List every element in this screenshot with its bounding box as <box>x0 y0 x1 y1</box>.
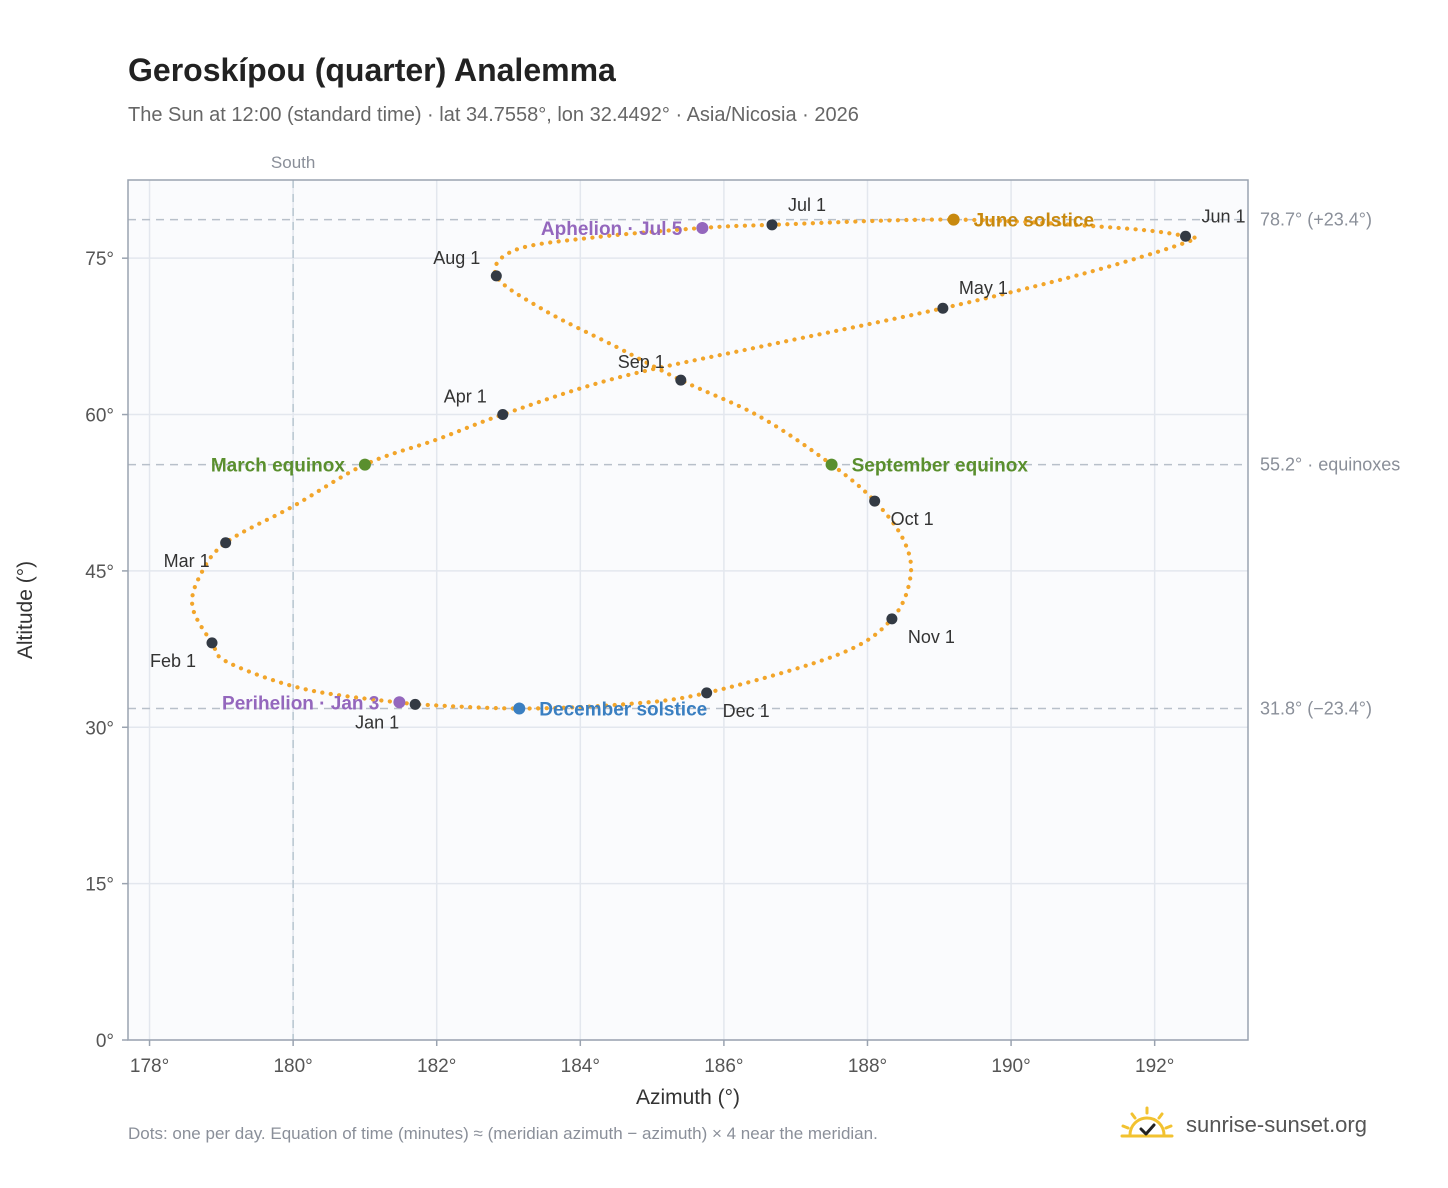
meridian-label: South <box>271 153 315 172</box>
plot-background <box>128 180 1248 1040</box>
event-markers: June solstice December solstice March equi… <box>211 211 1094 721</box>
month-markers: Jan 1 Feb 1 Mar 1 Apr 1 May 1 Jun 1 Jul 1 Aug 1… <box>150 195 1246 733</box>
chart-title: Geroskípou (quarter) Analemma <box>128 52 616 88</box>
y-tick-label: 30° <box>85 718 114 739</box>
month-label: Jul 1 <box>788 195 826 215</box>
event-marker[interactable] <box>393 696 406 709</box>
month-label: Sep 1 <box>618 352 665 372</box>
reference-line-label: 55.2° · equinoxes <box>1260 455 1400 475</box>
month-label: Dec 1 <box>723 701 770 721</box>
x-tick-label: 178° <box>130 1056 169 1077</box>
y-tick-label: 60° <box>85 406 114 427</box>
event-label: September equinox <box>852 456 1029 477</box>
reference-line-label: 78.7° (+23.4°) <box>1260 210 1372 230</box>
month-label: Nov 1 <box>908 627 955 647</box>
y-tick-label: 15° <box>85 875 114 896</box>
month-label: Jan 1 <box>355 712 399 732</box>
x-axis-ticks: 178° 180° 182° 184° 186° 188° 190° 192° <box>130 1040 1174 1077</box>
plot-frame <box>127 179 1249 1041</box>
event-label: March equinox <box>211 456 346 477</box>
month-marker[interactable] <box>886 613 898 625</box>
month-label: Mar 1 <box>164 551 210 571</box>
y-axis-ticks: 0° 15° 30° 45° 60° 75° <box>85 249 128 1052</box>
month-marker[interactable] <box>701 687 713 699</box>
brand-name[interactable]: sunrise-sunset.org <box>1186 1112 1367 1137</box>
month-marker[interactable] <box>675 374 687 386</box>
event-label: December solstice <box>539 700 707 721</box>
x-tick-label: 186° <box>704 1056 743 1077</box>
month-label: May 1 <box>959 278 1008 298</box>
event-marker[interactable] <box>696 221 709 234</box>
x-tick-label: 182° <box>417 1056 456 1077</box>
x-tick-label: 184° <box>561 1056 600 1077</box>
event-marker[interactable] <box>513 702 526 715</box>
x-tick-label: 192° <box>1135 1056 1174 1077</box>
x-tick-label: 180° <box>273 1056 312 1077</box>
month-label: Jun 1 <box>1202 206 1246 226</box>
month-marker[interactable] <box>1180 230 1192 242</box>
event-label: Perihelion · Jan 3 <box>222 693 379 714</box>
month-marker[interactable] <box>497 409 509 421</box>
meridian-line: South <box>271 153 315 1040</box>
month-marker[interactable] <box>937 302 949 314</box>
event-marker[interactable] <box>825 458 838 471</box>
month-marker[interactable] <box>206 637 218 649</box>
event-marker[interactable] <box>947 213 960 226</box>
month-marker[interactable] <box>409 698 421 710</box>
y-tick-label: 75° <box>85 249 114 270</box>
month-marker[interactable] <box>490 270 502 282</box>
y-tick-label: 0° <box>96 1031 114 1052</box>
month-marker[interactable] <box>869 495 881 507</box>
sun-logo-icon <box>1120 1106 1174 1138</box>
event-label: Aphelion · Jul 5 <box>541 219 683 240</box>
footnote: Dots: one per day. Equation of time (min… <box>128 1124 878 1143</box>
month-marker[interactable] <box>766 219 778 231</box>
event-label: June solstice <box>974 211 1094 232</box>
month-label: Aug 1 <box>433 248 480 268</box>
y-tick-label: 45° <box>85 562 114 583</box>
month-label: Apr 1 <box>444 387 487 407</box>
reference-line-label: 31.8° (−23.4°) <box>1260 699 1372 719</box>
month-label: Feb 1 <box>150 651 196 671</box>
chart-subtitle: The Sun at 12:00 (standard time) · lat 3… <box>128 104 859 126</box>
reference-lines: 78.7° (+23.4°) 55.2° · equinoxes 31.8° (−2… <box>128 210 1400 719</box>
y-axis-label: Altitude (°) <box>14 561 37 659</box>
month-label: Oct 1 <box>891 509 934 529</box>
x-tick-label: 188° <box>848 1056 887 1077</box>
month-marker[interactable] <box>220 537 232 549</box>
brand[interactable]: sunrise-sunset.org <box>1120 1100 1367 1150</box>
x-axis-label: Azimuth (°) <box>636 1086 740 1109</box>
x-tick-label: 190° <box>991 1056 1030 1077</box>
event-marker[interactable] <box>358 458 371 471</box>
